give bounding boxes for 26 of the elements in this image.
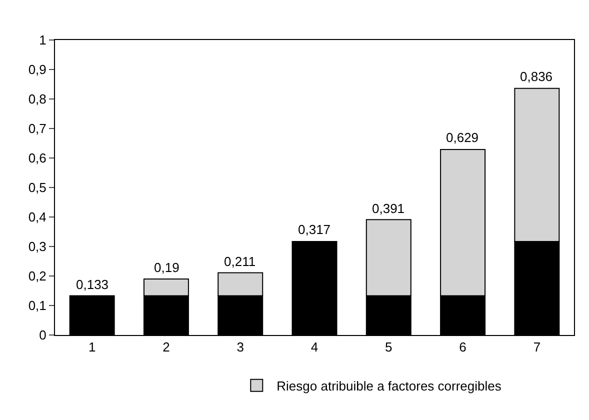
- y-tick-label: 0,7: [28, 121, 46, 136]
- x-tick-label: 6: [459, 340, 466, 355]
- total-label: 0,317: [298, 222, 331, 237]
- x-tick-label: 7: [533, 340, 541, 355]
- x-tick-label: 2: [162, 340, 170, 355]
- total-label: 0,19: [154, 260, 180, 275]
- y-tick-label: 0: [39, 328, 46, 343]
- y-tick-label: 0,2: [28, 268, 46, 284]
- y-tick-label: 1: [39, 32, 46, 48]
- total-label: 0,629: [446, 130, 479, 145]
- y-tick-label: 0,4: [28, 210, 46, 225]
- total-label: 0,836: [520, 69, 553, 84]
- y-tick-label: 0,9: [28, 62, 46, 78]
- y-tick-label: 0,5: [28, 180, 46, 196]
- y-tick-label: 0,3: [28, 239, 46, 254]
- x-tick-label: 3: [236, 340, 244, 355]
- y-tick-label: 0,1: [28, 298, 46, 314]
- x-tick-label: 5: [385, 340, 392, 355]
- legend-label: Riesgo atribuible a factores corregibles: [276, 378, 502, 394]
- y-tick-label: 0,6: [28, 150, 46, 166]
- x-tick-label: 1: [88, 340, 96, 355]
- y-tick-label: 0,8: [28, 92, 46, 107]
- total-label: 0,133: [76, 277, 109, 292]
- total-label: 0,211: [224, 254, 256, 269]
- x-tick-label: 4: [310, 340, 318, 355]
- total-label: 0,391: [372, 201, 405, 216]
